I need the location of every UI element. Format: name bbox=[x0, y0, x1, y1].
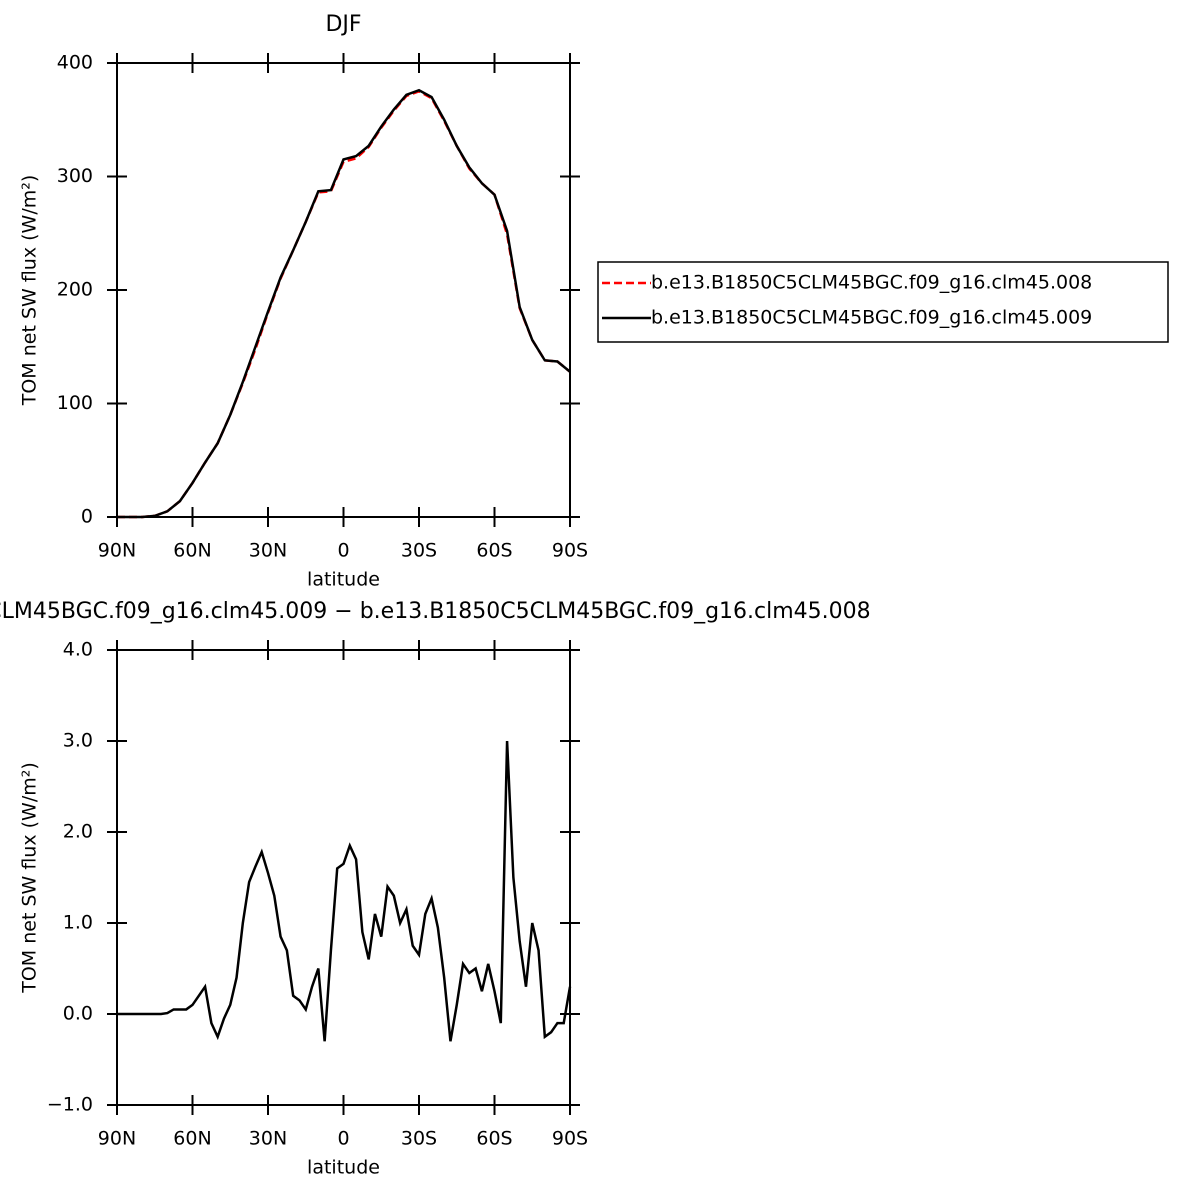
legend-label: b.e13.B1850C5CLM45BGC.f09_g16.clm45.009 bbox=[651, 307, 1092, 329]
x-tick-label: 30N bbox=[249, 1128, 287, 1150]
x-tick-label: 30N bbox=[249, 540, 287, 562]
x-tick-label: 30S bbox=[401, 1128, 437, 1150]
y-axis-label: TOM net SW flux (W/m²) bbox=[19, 762, 41, 994]
x-tick-label: 60S bbox=[476, 540, 512, 562]
y-tick-label: 1.0 bbox=[63, 912, 93, 934]
plot-frame bbox=[116, 62, 571, 518]
x-tick-label: 90S bbox=[552, 540, 588, 562]
x-axis-label: latitude bbox=[307, 1157, 380, 1179]
chart-title: DJF bbox=[325, 12, 361, 37]
x-tick-label: 30S bbox=[401, 540, 437, 562]
x-tick-label: 0 bbox=[337, 540, 349, 562]
x-tick-label: 60S bbox=[476, 1128, 512, 1150]
y-tick-label: −1.0 bbox=[47, 1094, 93, 1116]
y-tick-label: 3.0 bbox=[63, 730, 93, 752]
data-line bbox=[117, 88, 571, 519]
plot-frame bbox=[116, 649, 571, 1106]
y-tick-label: 200 bbox=[57, 279, 93, 301]
y-tick-label: 100 bbox=[57, 392, 93, 414]
y-tick-label: 300 bbox=[57, 165, 93, 187]
data-line bbox=[117, 90, 571, 519]
chart-title: b.e13.B1850C5CLM45BGC.f09_g16.clm45.009 … bbox=[0, 599, 871, 624]
y-axis-label: TOM net SW flux (W/m²) bbox=[19, 175, 41, 407]
data-line bbox=[117, 740, 572, 1042]
y-tick-label: 0.0 bbox=[63, 1003, 93, 1025]
x-tick-label: 90N bbox=[98, 1128, 136, 1150]
y-tick-label: 2.0 bbox=[63, 821, 93, 843]
x-tick-label: 60N bbox=[173, 540, 211, 562]
legend-box bbox=[597, 261, 1169, 343]
x-tick-label: 60N bbox=[173, 1128, 211, 1150]
legend-label: b.e13.B1850C5CLM45BGC.f09_g16.clm45.008 bbox=[651, 272, 1092, 294]
y-tick-label: 400 bbox=[57, 52, 93, 74]
y-tick-label: 0 bbox=[81, 506, 93, 528]
x-tick-label: 90S bbox=[552, 1128, 588, 1150]
x-axis-label: latitude bbox=[307, 569, 380, 591]
y-tick-label: 4.0 bbox=[63, 639, 93, 661]
x-tick-label: 0 bbox=[337, 1128, 349, 1150]
x-tick-label: 90N bbox=[98, 540, 136, 562]
